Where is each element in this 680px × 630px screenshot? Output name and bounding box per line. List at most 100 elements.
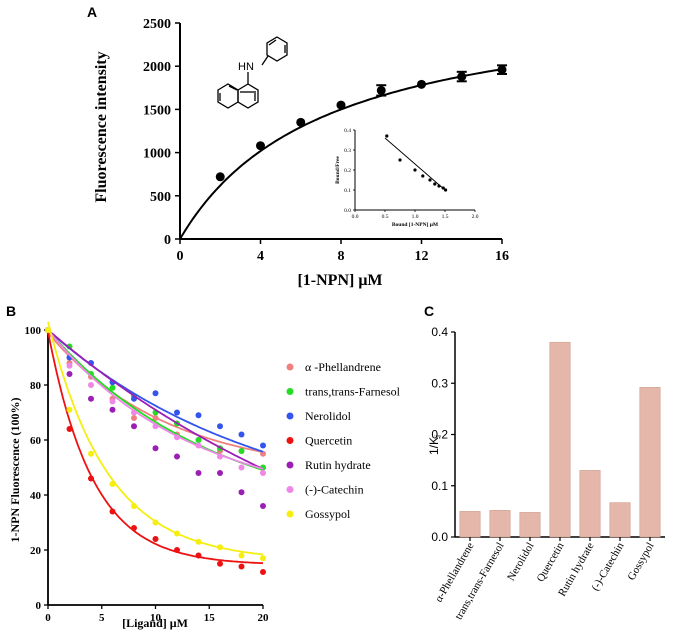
panel-c-ylabel-sub: i bbox=[433, 435, 443, 437]
panel-b-y-tick-label: 40 bbox=[30, 490, 42, 502]
data-point-quercetin bbox=[131, 525, 137, 531]
legend-label-quercetin: Quercetin bbox=[305, 434, 352, 448]
panel-a-x-tick-label: 8 bbox=[338, 249, 345, 264]
panel-a-x-tick-label: 12 bbox=[415, 249, 429, 264]
panel-c-ylabel-main: 1/K bbox=[427, 437, 441, 455]
legend-marker-rutin bbox=[286, 461, 294, 469]
data-point-gossypol bbox=[66, 406, 73, 413]
legend-marker-phellandrene bbox=[286, 363, 294, 371]
data-point-catechin bbox=[195, 442, 202, 449]
panel-c-y-tick-label: 0.0 bbox=[431, 530, 448, 544]
data-point-rutin bbox=[195, 470, 202, 476]
legend-marker-catechin bbox=[286, 486, 294, 493]
bar-2 bbox=[519, 512, 541, 538]
panel-a-saturation-chart: 0 500 1000 1500 2000 2500 0 4 8 12 16 Fluorescence… bbox=[93, 17, 509, 289]
legend-label-nerolidol: Nerolidol bbox=[305, 409, 352, 423]
inset-data-point bbox=[428, 178, 432, 182]
data-point-rutin bbox=[131, 423, 137, 430]
inset-data-point bbox=[385, 134, 389, 138]
inset-y-tick-label: 0.2 bbox=[344, 168, 351, 174]
inset-x-tick-label: 1.0 bbox=[412, 214, 419, 220]
data-point-nerolidol bbox=[260, 442, 266, 449]
panel-c-category-label: Gossypol bbox=[625, 541, 656, 583]
panel-a-data-point bbox=[256, 141, 265, 151]
panel-a-x-tick-label: 0 bbox=[177, 249, 184, 264]
npn-nh-label: HN bbox=[238, 61, 254, 73]
panel-b-x-tick-label: 5 bbox=[99, 612, 105, 624]
inset-x-tick-label: 1.5 bbox=[442, 214, 449, 220]
legend-marker-quercetin bbox=[286, 437, 294, 444]
legend-label-gossypol: Gossypol bbox=[305, 507, 351, 521]
panel-b-y-tick-label: 60 bbox=[30, 435, 42, 447]
legend-marker-gossypol bbox=[286, 510, 294, 518]
data-point-gossypol bbox=[131, 503, 137, 509]
panel-c-y-tick-label: 0.4 bbox=[431, 325, 448, 339]
data-point-rutin bbox=[109, 406, 116, 413]
series-fit-line-rutin bbox=[47, 329, 264, 470]
data-point-quercetin bbox=[238, 563, 245, 570]
data-point-phellandrene bbox=[131, 415, 137, 421]
data-point-nerolidol bbox=[217, 423, 223, 430]
bar-4 bbox=[579, 470, 601, 538]
data-point-rutin bbox=[174, 453, 180, 460]
data-point-farnesol bbox=[195, 437, 202, 443]
legend-label-catechin: (-)-Catechin bbox=[305, 483, 364, 497]
inset-xlabel: Bound [1-NPN] μM bbox=[392, 222, 439, 228]
panel-a-y-tick-label: 1500 bbox=[143, 103, 171, 118]
data-point-phellandrene bbox=[152, 415, 159, 421]
panel-b-y-tick-label: 100 bbox=[25, 325, 42, 337]
bar-5 bbox=[609, 502, 631, 538]
data-point-rutin bbox=[260, 503, 266, 509]
data-point-gossypol bbox=[88, 450, 94, 457]
data-point-gossypol bbox=[260, 555, 266, 562]
panel-a-data-point bbox=[215, 172, 225, 182]
data-point-quercetin bbox=[66, 426, 73, 432]
data-point-gossypol bbox=[45, 327, 51, 333]
inset-data-point bbox=[433, 182, 437, 186]
panel-c-category-label: Nerolidol bbox=[505, 541, 536, 584]
data-point-catechin bbox=[131, 409, 137, 416]
panel-b-y-tick-label: 20 bbox=[30, 545, 42, 557]
data-point-catechin bbox=[109, 398, 116, 405]
legend-label-phellandrene: α -Phellandrene bbox=[305, 360, 381, 374]
data-point-catechin bbox=[152, 423, 159, 430]
inset-data-point bbox=[437, 184, 441, 188]
inset-regression-line bbox=[384, 137, 446, 191]
panel-a-y-tick-label: 500 bbox=[150, 190, 171, 205]
panel-a-y-tick-label: 0 bbox=[164, 233, 171, 248]
inset-data-point bbox=[421, 174, 425, 178]
data-point-rutin bbox=[217, 470, 223, 476]
data-point-phellandrene bbox=[260, 450, 266, 457]
data-point-farnesol bbox=[109, 384, 116, 391]
panel-a-data-point bbox=[336, 100, 346, 110]
inset-x-tick-label: 0.5 bbox=[382, 214, 389, 220]
panel-b-legend: α -Phellandrene trans,trans-Farnesol Nerol… bbox=[286, 360, 401, 521]
svg-text:1/Ki: 1/Ki bbox=[427, 435, 443, 455]
data-point-gossypol bbox=[217, 544, 223, 551]
data-point-quercetin bbox=[217, 560, 223, 567]
data-point-gossypol bbox=[174, 530, 180, 537]
panel-c-ylabel: 1/Ki bbox=[427, 435, 443, 455]
inset-y-tick-label: 0.0 bbox=[344, 208, 351, 214]
panel-b-x-tick-label: 20 bbox=[258, 612, 270, 624]
inset-data-point bbox=[441, 186, 445, 190]
data-point-farnesol bbox=[238, 448, 245, 454]
data-point-catechin bbox=[260, 470, 266, 476]
panel-a-y-tick-label: 1000 bbox=[143, 147, 171, 162]
data-point-rutin bbox=[88, 395, 94, 402]
panel-label-a: A bbox=[87, 4, 97, 20]
panel-a-data-point bbox=[457, 72, 467, 82]
data-point-nerolidol bbox=[152, 390, 159, 397]
data-point-gossypol bbox=[109, 481, 116, 487]
inset-y-tick-label: 0.4 bbox=[344, 128, 351, 134]
bar-6 bbox=[639, 387, 661, 538]
panel-a-data-point bbox=[376, 85, 386, 95]
inset-data-point bbox=[444, 188, 448, 192]
data-point-gossypol bbox=[152, 519, 159, 526]
data-point-rutin bbox=[152, 445, 159, 452]
panel-c-axes: 0.00.10.20.30.4α-Phellandrenetrans,trans… bbox=[431, 325, 665, 622]
data-point-quercetin bbox=[88, 475, 94, 482]
panel-c-y-tick-label: 0.2 bbox=[431, 428, 448, 442]
data-point-nerolidol bbox=[238, 431, 245, 438]
data-point-nerolidol bbox=[174, 409, 180, 416]
